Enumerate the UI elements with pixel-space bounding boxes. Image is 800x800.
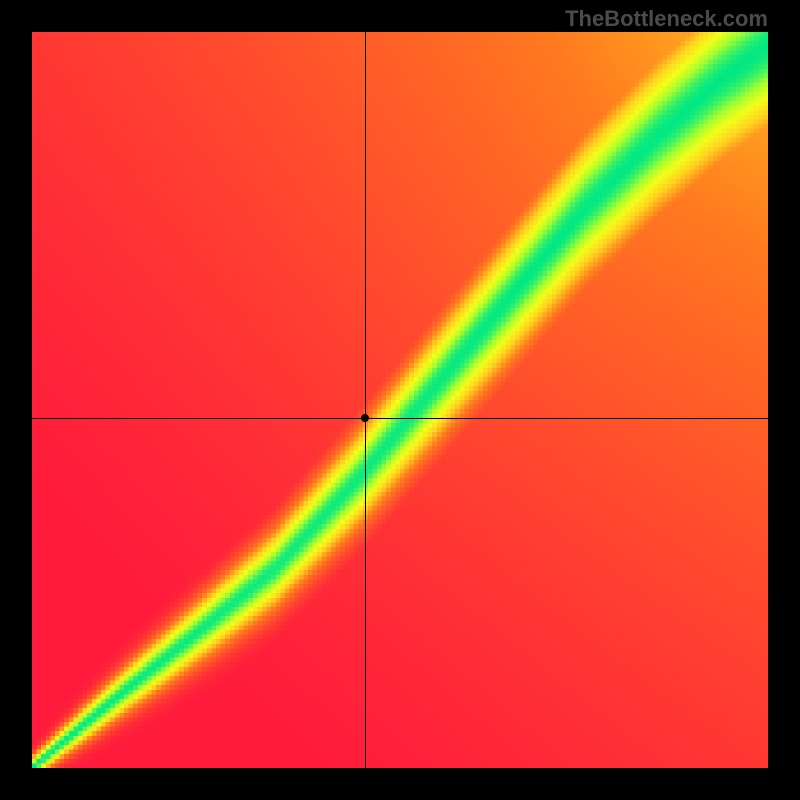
operating-point-marker bbox=[361, 414, 369, 422]
heatmap-canvas bbox=[32, 32, 768, 768]
chart-frame: TheBottleneck.com bbox=[0, 0, 800, 800]
watermark-text: TheBottleneck.com bbox=[565, 6, 768, 32]
heatmap-plot bbox=[32, 32, 768, 768]
crosshair-vertical bbox=[365, 32, 366, 768]
crosshair-horizontal bbox=[32, 418, 768, 419]
